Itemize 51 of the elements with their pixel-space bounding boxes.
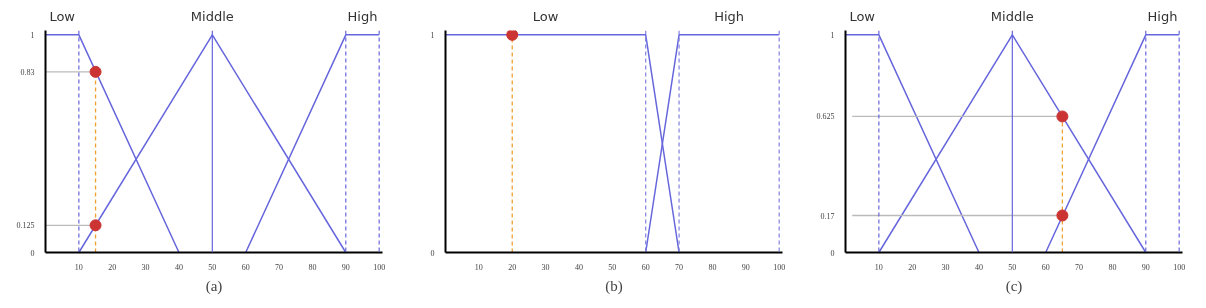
y-tick-label: 0 [30, 248, 35, 258]
series-label: High [347, 8, 378, 24]
x-tick-label: 80 [708, 262, 717, 272]
x-tick-label: 10 [74, 262, 83, 272]
series-label: Low [49, 8, 76, 24]
x-tick-label: 20 [508, 262, 517, 272]
x-tick-label: 50 [1008, 262, 1017, 272]
x-tick-label: 60 [241, 262, 250, 272]
x-tick-label: 80 [308, 262, 317, 272]
x-tick-label: 100 [373, 262, 386, 272]
x-tick-label: 60 [641, 262, 650, 272]
y-tick-label: 0 [830, 248, 835, 258]
x-tick-label: 20 [108, 262, 117, 272]
series-label: Low [849, 8, 876, 24]
y-tick-label: 0.625 [816, 112, 835, 122]
x-axis-title: (b) [605, 277, 623, 295]
x-tick-label: 30 [541, 262, 550, 272]
y-tick-label: 1 [430, 30, 435, 40]
x-tick-label: 30 [941, 262, 950, 272]
y-tick-label: 1 [30, 30, 35, 40]
x-tick-label: 70 [1075, 262, 1084, 272]
x-tick-label: 40 [174, 262, 183, 272]
series-label: Middle [190, 8, 234, 24]
x-tick-label: 90 [341, 262, 350, 272]
series-label: Low [532, 8, 559, 24]
x-axis-title: (a) [205, 277, 223, 295]
series-label: Middle [990, 8, 1034, 24]
x-tick-label: 60 [1041, 262, 1050, 272]
series-label: High [714, 8, 745, 24]
x-tick-label: 50 [208, 262, 217, 272]
x-tick-label: 80 [1108, 262, 1117, 272]
x-tick-label: 10 [874, 262, 883, 272]
x-tick-label: 90 [741, 262, 750, 272]
x-tick-label: 70 [675, 262, 684, 272]
series-label: High [1147, 8, 1178, 24]
y-tick-label: 1 [830, 30, 835, 40]
y-tick-label: 0.17 [820, 211, 835, 221]
x-tick-label: 20 [908, 262, 917, 272]
x-tick-label: 90 [1141, 262, 1150, 272]
x-axis-title: (c) [1005, 277, 1023, 295]
x-tick-label: 40 [974, 262, 983, 272]
x-tick-label: 100 [773, 262, 786, 272]
x-tick-label: 70 [275, 262, 284, 272]
y-tick-label: 0.83 [20, 67, 35, 77]
x-tick-label: 40 [574, 262, 583, 272]
x-tick-label: 10 [474, 262, 483, 272]
x-tick-label: 100 [1173, 262, 1186, 272]
y-tick-label: 0 [430, 248, 435, 258]
x-tick-label: 30 [141, 262, 150, 272]
x-tick-label: 50 [608, 262, 617, 272]
y-tick-label: 0.125 [16, 221, 35, 231]
